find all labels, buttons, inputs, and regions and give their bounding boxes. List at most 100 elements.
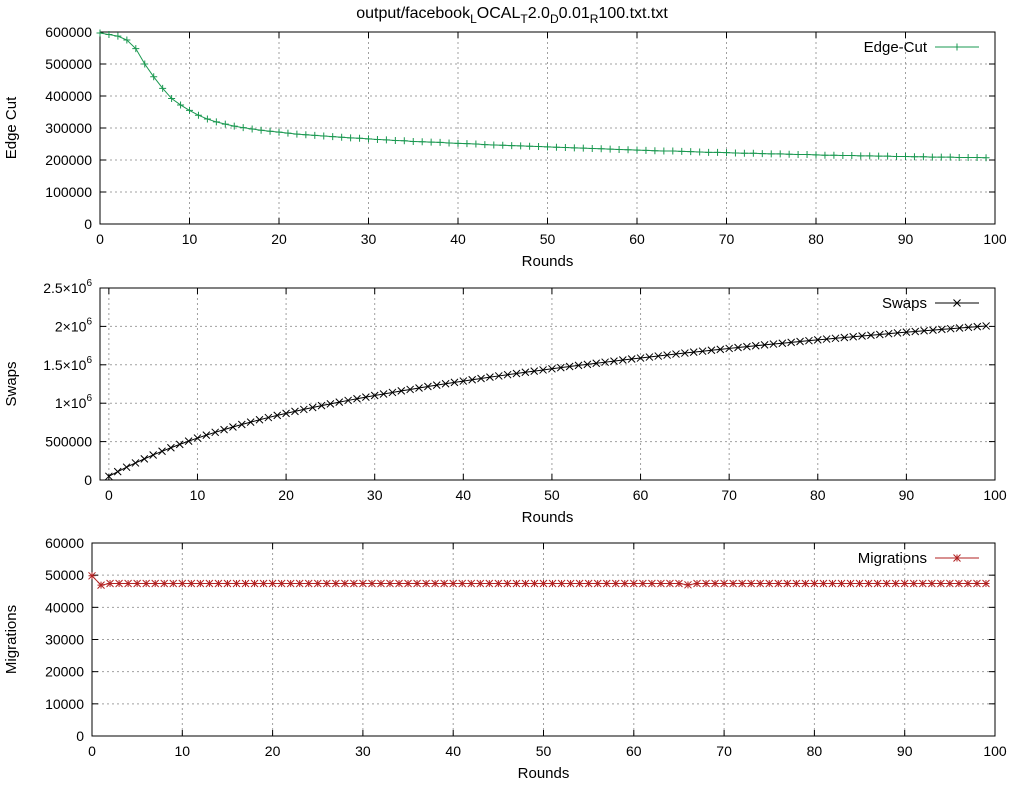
data-point: [654, 352, 663, 360]
x-tick-label: 60: [633, 487, 649, 503]
data-point: [140, 455, 149, 463]
data-point: [277, 579, 286, 588]
data-point: [295, 579, 304, 588]
data-point: [539, 366, 547, 374]
data-point: [593, 579, 602, 588]
data-point: [557, 579, 566, 588]
title-part: output/facebook: [356, 5, 471, 22]
data-point: [749, 149, 757, 157]
title-part: 100.txt.txt: [598, 5, 668, 22]
data-point: [304, 579, 313, 588]
data-point: [910, 153, 918, 161]
data-point: [696, 148, 704, 156]
data-point: [539, 579, 548, 588]
data-point: [812, 151, 820, 159]
data-point: [734, 343, 742, 352]
y-tick-label: 0: [76, 728, 84, 744]
data-point: [675, 579, 683, 588]
y-tick-label-base: 1.5×10: [43, 357, 86, 373]
x-tick-label: 10: [175, 743, 191, 759]
data-point: [530, 367, 539, 375]
data-point: [864, 579, 873, 588]
data-point: [241, 579, 250, 588]
data-point: [424, 382, 432, 391]
data-point: [521, 579, 530, 588]
y-tick-label-base: 100000: [45, 184, 92, 200]
data-point: [918, 579, 927, 588]
data-point: [113, 467, 122, 476]
data-point: [512, 579, 521, 588]
data-point: [792, 579, 801, 588]
data-point: [769, 340, 778, 348]
data-point: [556, 363, 565, 372]
data-point: [459, 377, 468, 385]
data-point: [857, 152, 865, 160]
data-point: [257, 126, 265, 134]
data-point: [203, 115, 211, 123]
y-tick-label: 0: [84, 472, 92, 488]
data-point: [920, 326, 928, 335]
x-tick-label: 40: [445, 743, 461, 759]
data-point: [902, 328, 911, 337]
data-point: [481, 141, 489, 149]
data-point: [248, 125, 256, 133]
x-tick-label: 10: [190, 487, 206, 503]
x-tick-label: 30: [355, 743, 371, 759]
plot-frame: [99, 287, 996, 481]
data-point: [747, 579, 756, 588]
data-point: [615, 145, 623, 153]
series-line: [99, 32, 987, 159]
data-point: [867, 331, 875, 340]
data-point: [322, 579, 331, 588]
y-tick-label: 0: [84, 216, 92, 232]
x-tick-label: 40: [456, 487, 472, 503]
y-tick-label-base: 40000: [45, 599, 84, 615]
data-point: [373, 136, 381, 144]
data-point: [955, 324, 964, 332]
data-point: [982, 579, 990, 588]
x-tick-label: 0: [105, 487, 113, 503]
data-point: [588, 144, 596, 152]
data-point: [395, 579, 403, 588]
data-point: [566, 579, 575, 588]
data-point: [606, 145, 614, 153]
x-tick-label: 100: [983, 743, 1007, 759]
data-point: [212, 118, 220, 126]
data-point: [787, 338, 796, 347]
x-tick-label: 40: [450, 231, 466, 247]
data-point: [738, 579, 747, 588]
data-point: [133, 579, 142, 588]
data-point: [440, 579, 449, 588]
data-point: [338, 133, 346, 141]
data-point: [830, 151, 838, 159]
data-point: [361, 393, 370, 401]
data-point: [418, 138, 426, 146]
data-point: [386, 579, 394, 588]
data-point: [828, 579, 837, 588]
data-point: [302, 131, 310, 139]
data-point: [973, 153, 981, 161]
data-point: [627, 355, 636, 363]
data-point: [866, 152, 874, 160]
data-point: [884, 329, 893, 338]
legend-label: Edge-Cut: [864, 39, 928, 56]
data-point: [268, 579, 277, 588]
data-point: [526, 142, 534, 150]
data-point: [123, 36, 131, 44]
data-point: [711, 579, 719, 588]
data-point: [150, 73, 158, 81]
x-tick-label: 0: [88, 743, 96, 759]
data-point: [359, 579, 367, 588]
data-point: [839, 152, 847, 160]
swaps-panel: 0 10 20 30 40 50 60 70 80 90 10005000001×1061.5×10…: [3, 278, 1007, 526]
data-point: [151, 579, 160, 588]
x-tick-label: 80: [807, 743, 823, 759]
data-point: [680, 349, 689, 357]
data-point: [602, 579, 611, 588]
data-point: [636, 354, 645, 362]
data-point: [344, 396, 352, 405]
data-point: [97, 581, 105, 589]
data-point: [230, 122, 238, 130]
x-tick-label: 30: [361, 231, 377, 247]
data-point: [521, 368, 530, 377]
